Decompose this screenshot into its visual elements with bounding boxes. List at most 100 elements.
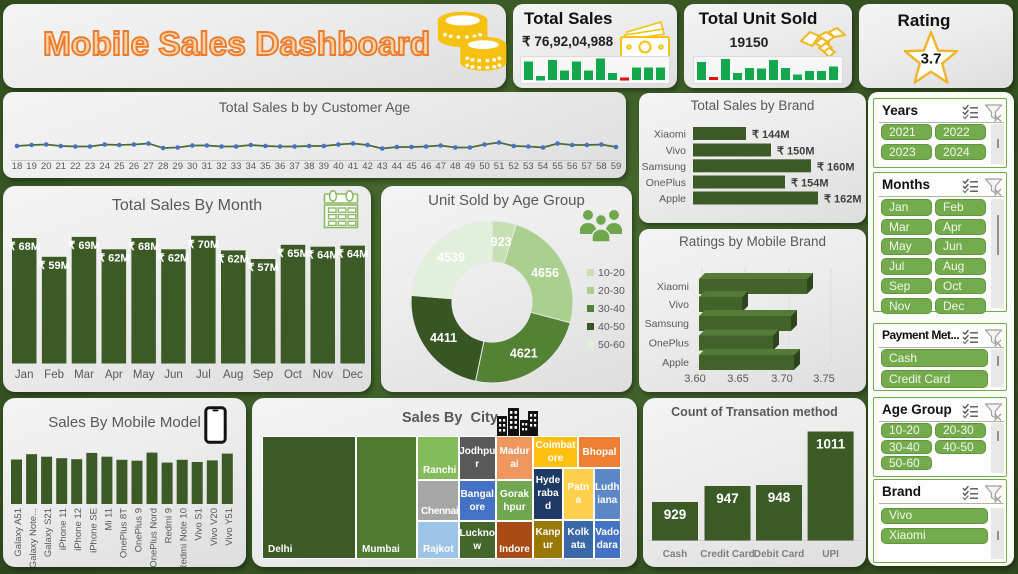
svg-text:929: 929 [664,507,687,522]
svg-text:OnePlus: OnePlus [649,338,689,350]
svg-text:50: 50 [479,161,490,172]
svg-text:Redmi 9: Redmi 9 [164,508,175,543]
svg-text:Vivo Y51: Vivo Y51 [224,508,235,546]
svg-text:₹ 69M: ₹ 69M [68,240,99,252]
svg-text:25: 25 [114,161,125,172]
svg-text:3.75: 3.75 [813,373,834,385]
svg-text:Vivo S1: Vivo S1 [194,508,205,541]
svg-text:Jan: Jan [15,369,34,381]
svg-text:Vivo: Vivo [666,145,686,157]
svg-text:iPhone 11: iPhone 11 [58,508,69,550]
svg-text:54: 54 [538,161,549,172]
svg-text:55: 55 [552,161,563,172]
svg-text:56: 56 [567,161,578,172]
svg-text:44: 44 [392,161,403,172]
svg-text:₹ 62M: ₹ 62M [158,252,189,264]
svg-text:29: 29 [172,161,183,172]
svg-text:OnePlus: OnePlus [646,177,686,189]
svg-text:40: 40 [333,161,344,172]
svg-text:₹ 57M: ₹ 57M [247,262,278,274]
svg-text:Galaxy A51: Galaxy A51 [13,508,24,557]
svg-text:59: 59 [611,161,622,172]
svg-text:33: 33 [231,161,242,172]
svg-text:Xiaomi: Xiaomi [654,129,686,141]
svg-text:Feb: Feb [44,369,64,381]
svg-text:₹ 154M: ₹ 154M [791,178,829,190]
svg-text:Jun: Jun [164,369,183,381]
svg-text:₹ 64M: ₹ 64M [337,249,368,261]
svg-text:₹ 65M: ₹ 65M [277,248,308,260]
svg-text:35: 35 [260,161,271,172]
svg-text:3.7: 3.7 [921,51,942,68]
svg-text:37: 37 [289,161,300,172]
svg-text:31: 31 [202,161,213,172]
svg-text:Apple: Apple [659,193,686,205]
svg-text:Samsung: Samsung [645,318,690,330]
svg-text:45: 45 [406,161,417,172]
svg-text:49: 49 [465,161,476,172]
svg-text:46: 46 [421,161,432,172]
svg-text:₹ 162M: ₹ 162M [824,194,862,206]
svg-text:Oct: Oct [284,369,303,381]
svg-text:iPhone 12: iPhone 12 [73,508,84,551]
svg-text:36: 36 [275,161,286,172]
svg-text:57: 57 [582,161,593,172]
svg-text:30: 30 [187,161,198,172]
svg-text:39: 39 [319,161,330,172]
svg-text:10-20: 10-20 [598,267,625,279]
svg-text:Samsung: Samsung [642,161,687,173]
svg-text:4411: 4411 [430,331,457,345]
svg-text:Vivo V20: Vivo V20 [209,508,220,546]
svg-text:Debit Card: Debit Card [754,549,805,560]
svg-text:Sep: Sep [253,369,273,381]
svg-text:Vivo: Vivo [669,299,689,311]
svg-text:948: 948 [768,490,791,505]
svg-text:20: 20 [41,161,52,172]
svg-text:₹ 160M: ₹ 160M [817,161,855,173]
svg-text:Redmi Note 10: Redmi Note 10 [179,508,190,567]
svg-text:32: 32 [216,161,227,172]
svg-text:Galaxy S21: Galaxy S21 [43,508,54,557]
svg-text:₹ 150M: ₹ 150M [777,146,815,158]
svg-text:Apr: Apr [105,369,123,381]
svg-text:Jul: Jul [196,369,211,381]
svg-text:iPhone SE: iPhone SE [88,508,99,553]
svg-text:Nov: Nov [313,369,334,381]
svg-text:923: 923 [491,235,512,249]
svg-text:51: 51 [494,161,505,172]
svg-text:Dec: Dec [342,369,363,381]
svg-text:OnePlus Nord: OnePlus Nord [149,508,160,567]
svg-text:58: 58 [596,161,607,172]
svg-text:30-40: 30-40 [598,303,625,315]
svg-text:28: 28 [158,161,169,172]
svg-text:₹ 144M: ₹ 144M [752,129,790,141]
svg-text:4539: 4539 [437,251,465,265]
svg-text:Xiaomi: Xiaomi [657,281,689,293]
svg-text:24: 24 [99,161,110,172]
svg-text:47: 47 [435,161,446,172]
svg-text:OnePlus 9: OnePlus 9 [134,508,145,552]
svg-text:41: 41 [348,161,359,172]
svg-text:40-50: 40-50 [598,321,625,333]
svg-text:Credit Card: Credit Card [700,549,754,560]
svg-text:Galaxy Note...: Galaxy Note... [28,508,39,567]
svg-text:27: 27 [143,161,154,172]
svg-text:43: 43 [377,161,388,172]
svg-text:4656: 4656 [531,266,559,280]
svg-text:₹ 59M: ₹ 59M [38,260,69,272]
svg-text:48: 48 [450,161,461,172]
svg-text:19: 19 [26,161,37,172]
svg-text:UPI: UPI [822,549,839,560]
svg-text:Mi 11: Mi 11 [103,508,114,531]
svg-text:₹ 70M: ₹ 70M [188,239,219,251]
svg-text:18: 18 [12,161,23,172]
svg-text:3.60: 3.60 [684,373,705,385]
svg-text:3.70: 3.70 [771,373,792,385]
svg-text:42: 42 [362,161,373,172]
svg-text:21: 21 [56,161,67,172]
svg-text:May: May [133,369,155,381]
svg-text:₹ 64M: ₹ 64M [307,250,338,262]
svg-text:34: 34 [246,161,257,172]
svg-text:3.65: 3.65 [727,373,748,385]
svg-text:₹ 68M: ₹ 68M [128,241,159,253]
